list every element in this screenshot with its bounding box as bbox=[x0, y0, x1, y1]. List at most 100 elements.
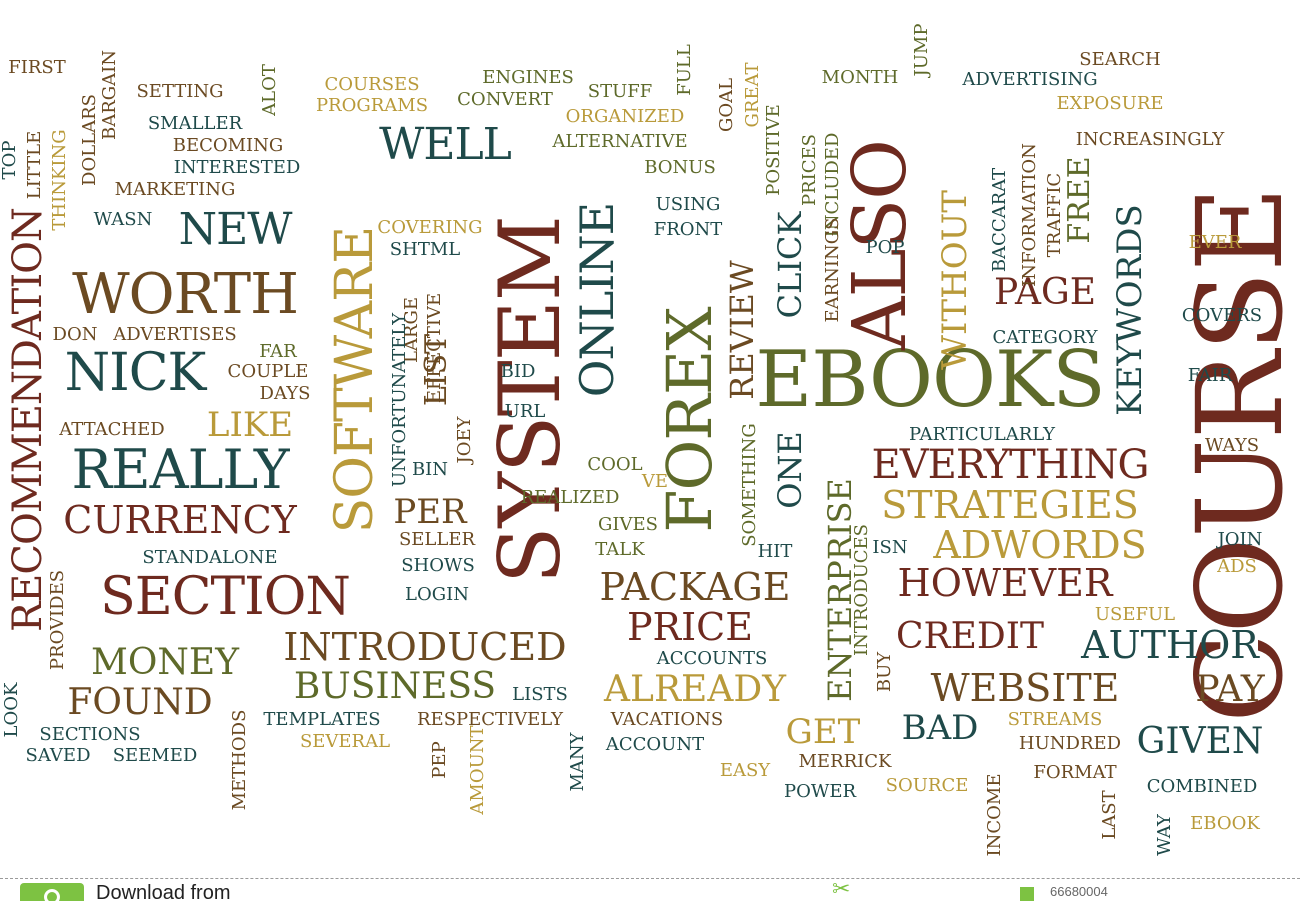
word-one: One bbox=[771, 431, 809, 509]
word-top: Top bbox=[0, 140, 20, 180]
word-seemed: Seemed bbox=[112, 745, 198, 766]
word-positive: Positive bbox=[763, 104, 784, 196]
word-provides: Provides bbox=[47, 569, 68, 671]
word-setting: Setting bbox=[136, 81, 224, 102]
word-package: Package bbox=[599, 565, 791, 609]
word-join: Join bbox=[1217, 529, 1263, 550]
word-saved: Saved bbox=[25, 745, 91, 766]
word-sections: Sections bbox=[39, 724, 141, 745]
word-couple: Couple bbox=[227, 361, 309, 382]
word-smaller: Smaller bbox=[147, 113, 243, 134]
word-amount: Amount bbox=[467, 725, 488, 815]
word-login: Login bbox=[405, 584, 469, 605]
word-fair: Fair bbox=[1187, 365, 1233, 386]
word-thinking: Thinking bbox=[49, 129, 70, 231]
word-strategies: Strategies bbox=[881, 483, 1139, 527]
word-everything: Everything bbox=[871, 442, 1150, 488]
word-ads: Ads bbox=[1217, 556, 1257, 577]
word-alot: Alot bbox=[259, 64, 280, 116]
word-new: New bbox=[178, 204, 293, 255]
word-front: Front bbox=[653, 219, 723, 240]
word-earnings: Earnings bbox=[822, 217, 843, 323]
word-shows: Shows bbox=[401, 555, 475, 576]
word-income: Income bbox=[984, 773, 1005, 857]
word-way: Way bbox=[1154, 814, 1175, 856]
word-business: Business bbox=[293, 666, 497, 707]
word-information: Information bbox=[1019, 143, 1040, 287]
word-bargain: Bargain bbox=[99, 49, 120, 141]
word-seller: Seller bbox=[398, 529, 476, 550]
word-merrick: Merrick bbox=[798, 751, 892, 772]
word-hit: Hit bbox=[757, 541, 793, 562]
word-covers: Covers bbox=[1181, 305, 1263, 326]
word-useful: Useful bbox=[1094, 604, 1176, 625]
word-shtml: Shtml bbox=[389, 239, 461, 260]
word-cool: Cool bbox=[587, 454, 643, 475]
word-streams: Streams bbox=[1007, 709, 1103, 730]
word-particularly: Particularly bbox=[909, 424, 1055, 445]
word-templates: Templates bbox=[263, 709, 381, 730]
word-worth: Worth bbox=[72, 262, 299, 327]
word-ebook: Ebook bbox=[1190, 813, 1260, 834]
word-click: Click bbox=[771, 211, 809, 319]
word-engines: Engines bbox=[482, 67, 574, 88]
word-keywords: Keywords bbox=[1110, 204, 1150, 416]
word-ve: Ve bbox=[641, 471, 669, 492]
word-however: However bbox=[897, 561, 1113, 605]
word-days: Days bbox=[259, 383, 311, 404]
word-vacations: Vacations bbox=[610, 709, 724, 730]
word-convert: Convert bbox=[457, 89, 553, 110]
word-marketing: Marketing bbox=[114, 179, 236, 200]
word-something: Something bbox=[739, 423, 760, 547]
word-great: Great bbox=[742, 62, 763, 128]
word-currency: Currency bbox=[63, 498, 297, 542]
word-account: Account bbox=[605, 734, 705, 755]
word-already: Already bbox=[604, 669, 786, 710]
word-ebooks: Ebooks bbox=[755, 335, 1105, 425]
word-forex: Forex bbox=[653, 307, 726, 533]
word-alternative: Alternative bbox=[552, 131, 688, 152]
word-pop: Pop bbox=[865, 237, 905, 258]
word-pep: Pep bbox=[429, 741, 450, 779]
word-advertising: Advertising bbox=[962, 69, 1098, 90]
word-author: Author bbox=[1081, 623, 1259, 667]
word-unfortunately: Unfortunately bbox=[389, 312, 410, 488]
word-free: Free bbox=[1062, 156, 1097, 244]
word-far: Far bbox=[259, 341, 297, 362]
word-format: Format bbox=[1033, 762, 1117, 783]
word-money: Money bbox=[91, 642, 239, 683]
word-joey: Joey bbox=[454, 416, 475, 464]
scissors-icon: ✂ bbox=[832, 878, 851, 901]
word-effective: Effective bbox=[424, 292, 445, 404]
word-per: Per bbox=[393, 492, 467, 532]
word-dollars: Dollars bbox=[79, 94, 100, 186]
word-website: Website bbox=[930, 666, 1120, 710]
word-bid: Bid bbox=[500, 361, 536, 382]
id-badge-icon bbox=[1020, 887, 1034, 901]
download-from-label: Download from bbox=[96, 882, 231, 901]
word-interested: Interested bbox=[173, 157, 301, 178]
word-without: Without bbox=[935, 190, 975, 370]
word-first: First bbox=[8, 57, 66, 78]
word-attached: Attached bbox=[59, 419, 165, 440]
word-using: Using bbox=[655, 194, 721, 215]
word-advertises: Advertises bbox=[113, 324, 237, 345]
word-programs: Programs bbox=[315, 95, 429, 116]
word-category: Category bbox=[992, 327, 1098, 348]
word-courses: Courses bbox=[324, 74, 420, 95]
word-easy: Easy bbox=[719, 760, 771, 781]
word-talk: Talk bbox=[595, 539, 645, 560]
word-pay: Pay bbox=[1195, 669, 1265, 710]
word-url: Url bbox=[504, 401, 546, 422]
word-bin: Bin bbox=[411, 459, 449, 480]
stock-footer-bar: Download from ✂ 66680004 bbox=[0, 878, 1300, 901]
word-ways: Ways bbox=[1204, 435, 1260, 456]
word-search: Search bbox=[1079, 49, 1161, 70]
word-baccarat: Baccarat bbox=[989, 167, 1010, 273]
word-don: Don bbox=[52, 324, 98, 345]
word-found: Found bbox=[67, 682, 213, 723]
word-gives: Gives bbox=[598, 514, 658, 535]
word-section: Section bbox=[100, 567, 351, 627]
word-accounts: Accounts bbox=[656, 648, 768, 669]
word-adwords: Adwords bbox=[933, 523, 1147, 567]
